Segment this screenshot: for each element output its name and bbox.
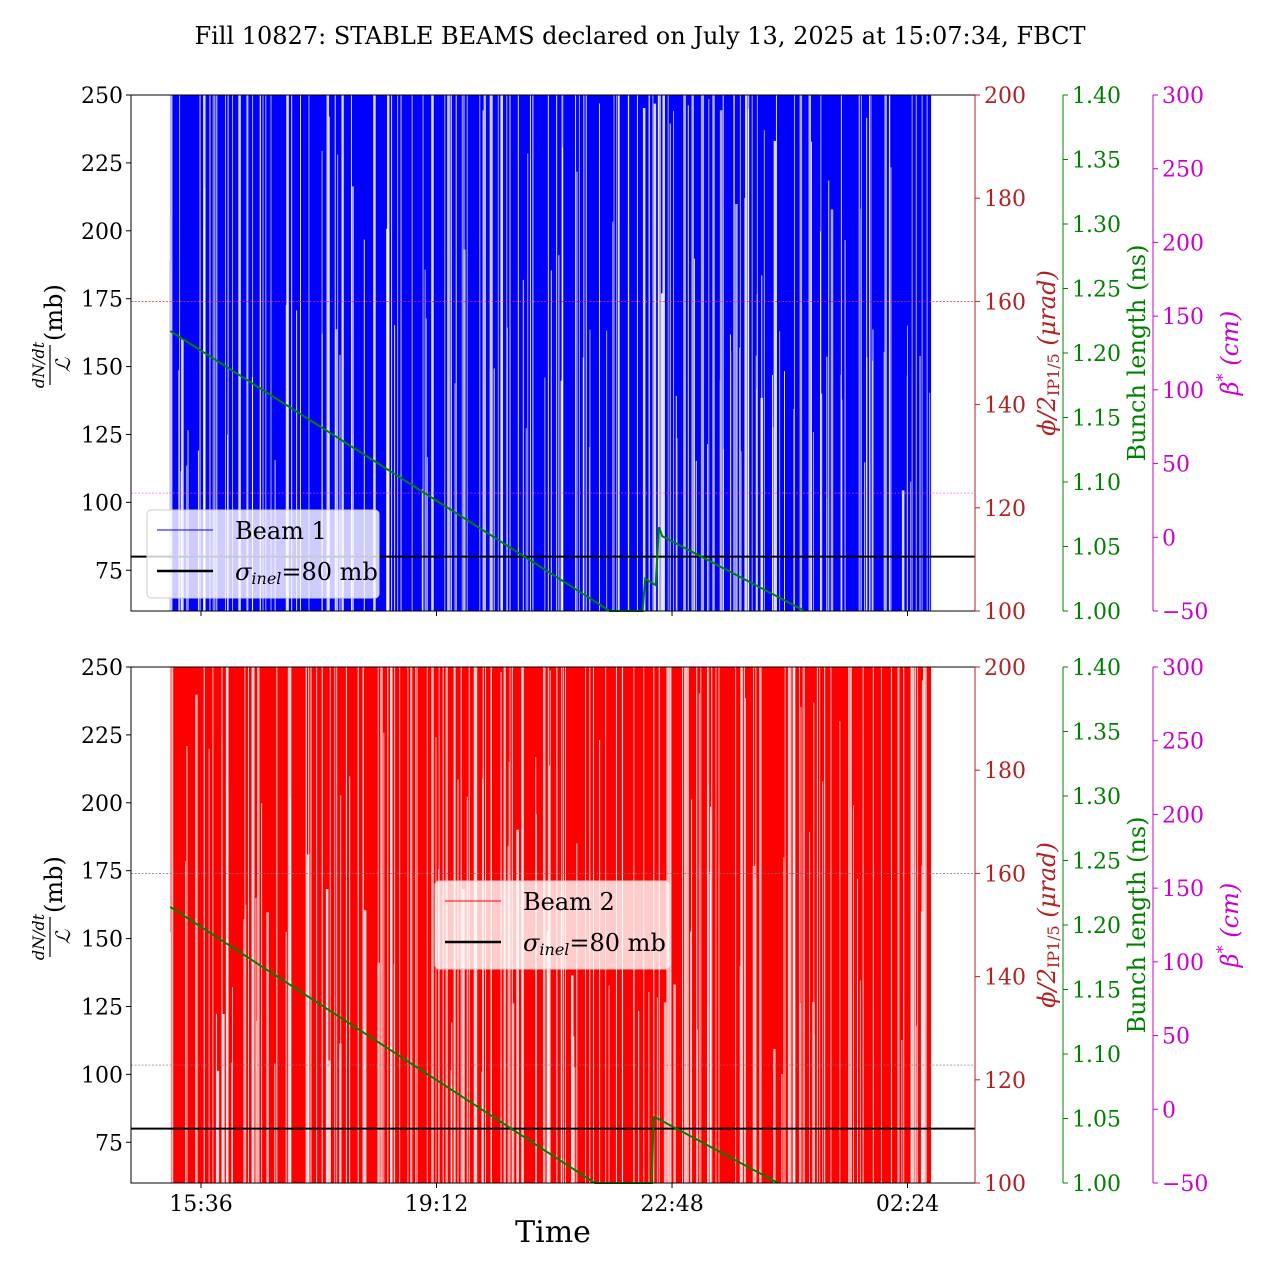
bunch-tick-label: 1.25 [1072,278,1121,303]
beta-tick-label: 50 [1162,1025,1190,1050]
left-tick-label: 200 [81,792,123,817]
legend-box [146,509,380,599]
left-tick-label: 250 [81,656,123,681]
bunch-tick-label: 1.00 [1072,600,1121,625]
bunch-tick-label: 1.15 [1072,407,1121,432]
left-tick-label: 100 [81,491,123,516]
crossing-tick-label: 160 [984,862,1026,887]
left-label-unit: (mb) [40,856,68,913]
bunch-tick-label: 1.40 [1072,84,1121,109]
x-axis-label: Time [515,1215,591,1250]
crossing-axis-label: ϕ/2IP1/5 (μrad) [1033,270,1063,436]
crossing-axis-label: ϕ/2IP1/5 (μrad) [1033,842,1063,1008]
crossing-tick-label: 180 [984,759,1026,784]
bunch-axis-label: Bunch length (ns) [1123,244,1151,461]
left-tick-label: 225 [81,724,123,749]
bunch-tick-label: 1.25 [1072,850,1121,875]
legend-label-beam: Beam 2 [523,888,615,916]
bunch-tick-label: 1.40 [1072,656,1121,681]
crossing-tick-label: 160 [984,290,1026,315]
beta-tick-label: 300 [1162,84,1204,109]
crossing-tick-label: 100 [984,1172,1026,1197]
legend: Beam 1 σinel=80 mb [146,509,380,599]
crossing-tick-label: 140 [984,394,1026,419]
left-tick-label: 200 [81,220,123,245]
crossing-tick-label: 140 [984,966,1026,991]
bunch-tick-label: 1.05 [1072,1108,1121,1133]
legend-box [434,880,671,970]
crossing-tick-label: 100 [984,600,1026,625]
bunch-tick-label: 1.30 [1072,785,1121,810]
left-label-den: ℒ [51,929,75,944]
left-label-unit: (mb) [40,284,68,341]
left-tick-label: 175 [81,860,123,885]
panel-2: 75 100 125 150 175 200 225 250 dN/dt ℒ (mb) 15:36 19… [29,656,1244,1217]
beta-tick-label: 200 [1162,231,1204,256]
left-axis-label: dN/dt ℒ (mb) [29,856,75,960]
left-axis-label: dN/dt ℒ (mb) [29,284,75,388]
beta-tick-label: 150 [1162,877,1204,902]
left-tick-label: 125 [81,995,123,1020]
left-tick-label: 250 [81,84,123,109]
left-label-num: dN/dt [29,913,48,960]
beta-tick-label: 300 [1162,656,1204,681]
x-tick-label: 02:24 [876,1192,939,1217]
beta-tick-label: 0 [1162,526,1176,551]
bunch-tick-label: 1.05 [1072,536,1121,561]
x-tick-label: 19:12 [405,1192,468,1217]
beta-tick-label: 100 [1162,379,1204,404]
bunch-tick-label: 1.20 [1072,342,1121,367]
beta-axis-label: β* (cm) [1213,883,1244,968]
beta-tick-label: 100 [1162,951,1204,976]
bunch-length-line [169,906,779,1184]
beta-tick-label: 150 [1162,305,1204,330]
bunch-tick-label: 1.35 [1072,721,1121,746]
legend-label-sigma: σinel=80 mb [523,929,666,959]
left-tick-label: 175 [81,288,123,313]
x-tick-label: 15:36 [169,1192,232,1217]
left-tick-label: 75 [95,1131,123,1156]
left-tick-label: 150 [81,928,123,953]
bunch-tick-label: 1.35 [1072,149,1121,174]
left-tick-label: 150 [81,356,123,381]
beta-axis-label: β* (cm) [1213,311,1244,396]
bunch-tick-label: 1.30 [1072,213,1121,238]
left-tick-label: 225 [81,152,123,177]
crossing-tick-label: 200 [984,656,1026,681]
left-label-den: ℒ [51,357,75,372]
beta-tick-label: −50 [1162,600,1208,625]
beta-tick-label: 250 [1162,158,1204,183]
beta-tick-label: 50 [1162,453,1190,478]
crossing-tick-label: 200 [984,84,1026,109]
left-tick-label: 100 [81,1063,123,1088]
legend-label-sigma: σinel=80 mb [235,558,378,588]
bunch-tick-label: 1.10 [1072,1043,1121,1068]
crossing-tick-label: 120 [984,497,1026,522]
crossing-tick-label: 180 [984,187,1026,212]
beta-tick-label: 0 [1162,1098,1176,1123]
panel-1: 75 100 125 150 175 200 225 250 dN/dt ℒ (mb) 100 120 1… [29,84,1244,625]
legend: Beam 2 σinel=80 mb [434,880,671,970]
x-tick-label: 22:48 [640,1192,703,1217]
legend-label-beam: Beam 1 [235,517,327,545]
bunch-tick-label: 1.20 [1072,914,1121,939]
bunch-tick-label: 1.00 [1072,1172,1121,1197]
bunch-tick-label: 1.15 [1072,979,1121,1004]
beta-tick-label: −50 [1162,1172,1208,1197]
left-label-num: dN/dt [29,341,48,388]
bunch-tick-label: 1.10 [1072,471,1121,496]
crossing-tick-label: 120 [984,1069,1026,1094]
beta-tick-label: 200 [1162,803,1204,828]
left-tick-label: 125 [81,423,123,448]
beta-tick-label: 250 [1162,730,1204,755]
left-tick-label: 75 [95,559,123,584]
chart-title: Fill 10827: STABLE BEAMS declared on Jul… [194,22,1085,50]
bunch-axis-label: Bunch length (ns) [1123,816,1151,1033]
